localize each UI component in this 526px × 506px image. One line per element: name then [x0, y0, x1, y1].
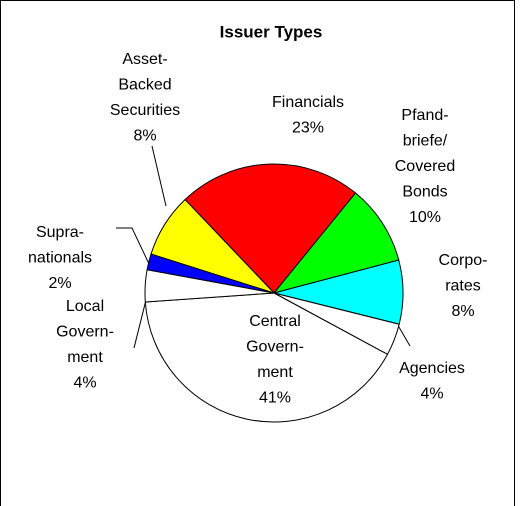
label-line: Local	[66, 298, 104, 315]
label-line: Agencies	[399, 360, 465, 377]
leader-line	[151, 145, 167, 207]
label-line: Asset-	[122, 51, 167, 68]
label-line: Corpo-	[439, 252, 488, 269]
leader-line	[133, 299, 147, 349]
value-label: 8%	[133, 128, 156, 145]
label-line: Pfand-	[401, 107, 448, 124]
label-line: Govern-	[56, 324, 114, 341]
slice-label: Pfand-briefe/Covered Bonds	[395, 107, 455, 201]
slice-label: Local Govern-ment	[56, 298, 114, 366]
value-label: 4%	[420, 386, 443, 403]
label-line: rates	[445, 278, 481, 295]
slice-label: Supra-nationals	[28, 224, 92, 267]
slice-label: Corpo-rates	[439, 252, 488, 295]
value-label: 2%	[48, 275, 71, 292]
pie-slice	[144, 292, 389, 423]
value-label: 10%	[409, 209, 441, 226]
label-line: ment	[67, 349, 103, 366]
chart-title: Issuer Types	[220, 22, 323, 41]
label-line: briefe/	[403, 133, 448, 150]
label-line: ment	[257, 364, 293, 381]
label-line: Financials	[272, 94, 344, 111]
label-line: Securities	[110, 102, 180, 119]
slice-label: Financials	[272, 94, 344, 111]
label-line: Covered	[395, 158, 455, 175]
label-line: Backed	[118, 77, 171, 94]
value-label: 4%	[73, 375, 96, 392]
slice-label: Central Govern-ment	[246, 313, 304, 381]
value-label: 23%	[292, 120, 324, 137]
label-line: Central	[249, 313, 301, 330]
label-line: Govern-	[246, 339, 304, 356]
slice-label: Agencies	[399, 360, 465, 377]
pie-slice	[184, 163, 357, 294]
value-label: 8%	[451, 303, 474, 320]
value-label: 41%	[259, 390, 291, 407]
label-line: nationals	[28, 250, 92, 267]
pie-slice	[150, 198, 275, 294]
slice-label: Asset- Backed Securities	[110, 51, 180, 119]
label-line: Bonds	[402, 184, 447, 201]
leader-line	[116, 227, 151, 267]
label-line: Supra-	[36, 224, 84, 241]
